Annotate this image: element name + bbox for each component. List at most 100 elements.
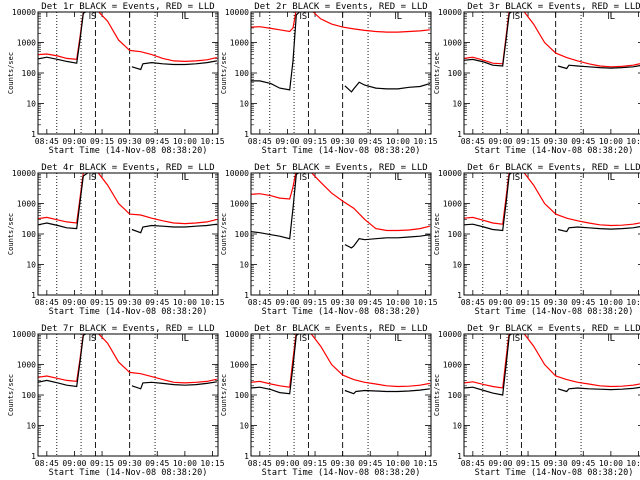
marker-label: S <box>302 334 307 344</box>
x-axis-label: Start Time (14-Nov-08 08:38:20) <box>262 307 421 317</box>
x-tick-label: 08:45 <box>461 298 485 307</box>
detector-panel-6: Det 6r BLACK = Events, RED = LLD 1 10 100 10… <box>433 163 640 317</box>
x-tick-label: 10:15 <box>200 459 224 468</box>
y-tick-label: 1000 <box>230 200 249 209</box>
x-tick-label: 09:00 <box>275 298 299 307</box>
y-axis-label: Counts/sec <box>7 374 15 416</box>
black-events-series <box>251 334 430 395</box>
x-tick-label: 09:15 <box>303 137 327 146</box>
y-tick-label: 1 <box>31 291 36 300</box>
y-tick-label: 100 <box>235 391 250 400</box>
detector-panel-2: Det 2r BLACK = Events, RED = LLD 1 10 100 10… <box>220 2 438 156</box>
y-axis-label: Counts/sec <box>433 52 441 94</box>
y-axis-label: Counts/sec <box>220 374 228 416</box>
marker-label: L <box>397 334 402 344</box>
x-tick-label: 10:00 <box>386 298 410 307</box>
y-tick-label: 1 <box>244 130 249 139</box>
x-tick-label: 10:15 <box>413 459 437 468</box>
red-lld-series <box>38 334 218 384</box>
y-tick-label: 1 <box>457 130 462 139</box>
y-tick-label: 1000 <box>230 361 249 370</box>
y-tick-label: 1000 <box>443 200 462 209</box>
x-tick-label: 09:00 <box>275 137 299 146</box>
x-tick-label: 09:45 <box>358 459 382 468</box>
x-tick-label: 08:45 <box>248 459 272 468</box>
y-tick-label: 10000 <box>225 8 249 17</box>
plot-frame <box>250 172 432 296</box>
marker-label: L <box>397 12 402 22</box>
x-tick-label: 09:15 <box>90 298 114 307</box>
y-axis-label: Counts/sec <box>433 374 441 416</box>
marker-label: S <box>515 12 520 22</box>
x-tick-label: 10:15 <box>626 298 640 307</box>
detector-panel-4: Det 4r BLACK = Events, RED = LLD 1 10 100 10… <box>7 163 225 317</box>
panel-title: Det 5r BLACK = Events, RED = LLD <box>254 163 427 173</box>
y-tick-label: 1000 <box>443 39 462 48</box>
x-axis-label: Start Time (14-Nov-08 08:38:20) <box>49 468 208 478</box>
red-lld-series <box>464 334 640 389</box>
x-tick-label: 09:30 <box>544 298 568 307</box>
x-axis-label: Start Time (14-Nov-08 08:38:20) <box>262 468 421 478</box>
y-tick-label: 100 <box>22 230 37 239</box>
x-axis-label: Start Time (14-Nov-08 08:38:20) <box>475 307 634 317</box>
x-tick-label: 10:00 <box>599 298 623 307</box>
x-tick-label: 10:15 <box>626 137 640 146</box>
x-tick-label: 09:45 <box>358 137 382 146</box>
x-tick-label: 09:00 <box>488 137 512 146</box>
red-lld-series <box>38 12 218 63</box>
y-tick-label: 10000 <box>12 330 36 339</box>
x-tick-label: 08:45 <box>35 298 59 307</box>
black-events-series <box>38 334 217 390</box>
marker-label: L <box>184 12 189 22</box>
y-tick-label: 10000 <box>438 8 462 17</box>
detector-panel-7: Det 7r BLACK = Events, RED = LLD 1 10 100 10… <box>7 324 225 478</box>
x-tick-label: 10:15 <box>626 459 640 468</box>
x-tick-label: 09:45 <box>571 459 595 468</box>
y-tick-label: 1 <box>31 130 36 139</box>
y-tick-label: 1 <box>31 452 36 461</box>
plot-frame <box>250 11 432 135</box>
x-tick-label: 08:45 <box>461 137 485 146</box>
x-axis-label: Start Time (14-Nov-08 08:38:20) <box>49 146 208 156</box>
plot-frame <box>37 172 219 296</box>
black-events-series <box>38 12 218 71</box>
x-tick-label: 09:15 <box>303 298 327 307</box>
marker-label: L <box>610 173 615 183</box>
y-tick-label: 10 <box>26 422 36 431</box>
panel-title: Det 6r BLACK = Events, RED = LLD <box>467 163 640 173</box>
y-tick-label: 1000 <box>17 361 36 370</box>
y-tick-label: 100 <box>235 69 250 78</box>
x-tick-label: 09:30 <box>331 298 355 307</box>
x-axis-label: Start Time (14-Nov-08 08:38:20) <box>49 307 208 317</box>
plot-frame <box>37 333 219 457</box>
marker-label: L <box>397 173 402 183</box>
plot-frame <box>250 333 432 457</box>
marker-label: L <box>610 334 615 344</box>
black-events-series <box>251 12 431 93</box>
y-axis-label: Counts/sec <box>433 213 441 255</box>
x-tick-label: 09:45 <box>358 298 382 307</box>
marker-label: L <box>184 334 189 344</box>
y-tick-label: 10000 <box>12 8 36 17</box>
red-lld-series <box>251 334 431 388</box>
x-tick-label: 09:45 <box>571 298 595 307</box>
x-tick-label: 09:30 <box>331 137 355 146</box>
y-tick-label: 100 <box>448 69 463 78</box>
y-tick-label: 10 <box>26 100 36 109</box>
black-events-series <box>464 12 640 70</box>
marker-label: S <box>91 334 96 344</box>
y-tick-label: 10000 <box>225 330 249 339</box>
y-tick-label: 10 <box>452 100 462 109</box>
x-tick-label: 09:00 <box>62 298 86 307</box>
x-tick-label: 09:15 <box>303 459 327 468</box>
red-lld-series <box>464 12 640 68</box>
x-tick-label: 09:15 <box>516 137 540 146</box>
y-tick-label: 10 <box>26 261 36 270</box>
x-tick-label: 09:00 <box>488 298 512 307</box>
x-tick-label: 10:00 <box>386 137 410 146</box>
y-tick-label: 100 <box>22 69 37 78</box>
black-events-series <box>464 173 640 233</box>
x-tick-label: 09:45 <box>145 459 169 468</box>
detector-panel-9: Det 9r BLACK = Events, RED = LLD 1 10 100 10… <box>433 324 640 478</box>
